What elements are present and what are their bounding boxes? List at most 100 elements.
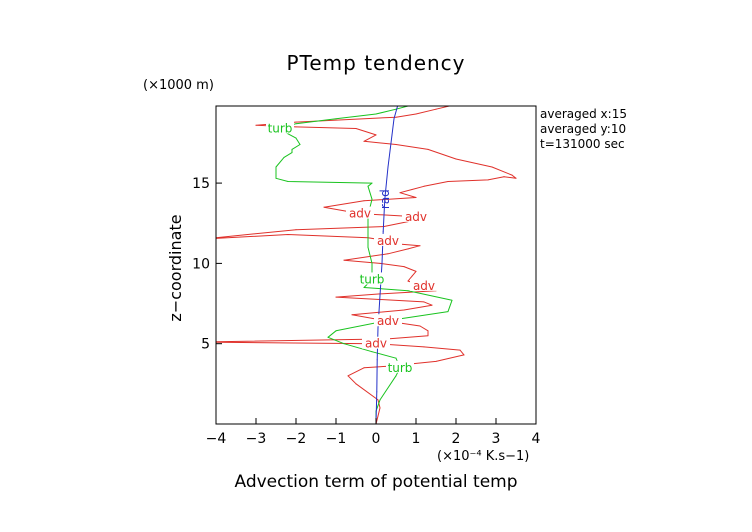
data-point-adv <box>407 280 409 282</box>
y-tick-label: 5 <box>201 337 210 353</box>
data-point-adv <box>415 113 417 115</box>
data-point-adv <box>295 126 297 128</box>
data-point-adv <box>407 248 409 250</box>
annotation-averaged-x: averaged x:15 <box>540 107 627 121</box>
svg-text:rad: rad <box>378 189 392 209</box>
annotation-time: t=131000 sec <box>540 137 625 151</box>
data-point-adv <box>196 342 197 343</box>
svg-text:adv: adv <box>377 234 399 248</box>
data-point-adv <box>491 166 493 168</box>
x-tick-label: −2 <box>286 431 307 447</box>
data-point-turb <box>335 330 337 332</box>
data-point-adv <box>423 346 425 348</box>
data-point-adv <box>419 325 421 327</box>
data-point-adv <box>447 180 449 182</box>
data-point-turb <box>367 230 369 232</box>
curve-label-adv: adv <box>362 336 390 351</box>
data-point-adv <box>427 148 429 150</box>
svg-text:adv: adv <box>405 210 427 224</box>
data-point-adv <box>379 262 381 264</box>
data-point-adv <box>377 399 379 401</box>
data-point-adv <box>431 304 433 306</box>
data-point-rad <box>384 198 386 200</box>
data-point-turb <box>367 185 369 187</box>
x-unit-label: (×10⁻⁴ K.s−1) <box>437 449 529 464</box>
data-point-rad <box>391 134 393 136</box>
data-point-adv <box>200 239 201 240</box>
data-point-adv <box>423 301 425 303</box>
data-point-adv <box>423 185 425 187</box>
x-axis-label: Advection term of potential temp <box>234 472 517 492</box>
curve-label-turb: turb <box>386 360 414 375</box>
data-point-adv <box>403 309 405 311</box>
curve-label-turb: turb <box>266 121 294 135</box>
data-point-adv <box>419 245 421 247</box>
data-point-rad <box>387 166 389 168</box>
svg-text:turb: turb <box>360 272 385 286</box>
data-point-adv <box>411 275 413 277</box>
data-point-turb <box>395 375 397 377</box>
data-point-turb <box>451 299 453 301</box>
svg-text:turb: turb <box>388 361 413 375</box>
series-line-rad <box>375 106 399 424</box>
data-point-adv <box>363 200 365 202</box>
data-point-turb <box>283 156 285 158</box>
data-point-adv <box>255 124 257 126</box>
data-point-adv <box>387 253 389 255</box>
svg-text:turb: turb <box>268 121 293 135</box>
annotation-averaged-y: averaged y:10 <box>540 122 626 136</box>
data-point-adv <box>456 104 457 105</box>
data-point-turb <box>291 152 293 154</box>
chart-title: PTemp tendency <box>286 51 465 75</box>
data-point-rad <box>398 104 399 105</box>
data-point-turb <box>363 286 365 288</box>
data-point-turb <box>447 311 449 313</box>
data-point-turb <box>371 182 373 184</box>
data-point-turb <box>375 113 377 115</box>
data-point-turb <box>287 180 289 182</box>
x-tick-label: −4 <box>206 431 227 447</box>
data-point-adv <box>435 108 437 110</box>
svg-text:adv: adv <box>413 279 435 293</box>
y-tick-label: 15 <box>192 176 210 192</box>
data-point-adv <box>511 174 513 176</box>
data-point-adv <box>395 116 397 118</box>
data-point-adv <box>411 189 413 191</box>
svg-text:adv: adv <box>349 207 371 221</box>
data-point-adv <box>375 134 377 136</box>
data-point-rad <box>393 118 395 120</box>
plot-frame <box>215 105 537 425</box>
data-point-adv <box>435 360 437 362</box>
x-tick-label: 3 <box>492 431 501 447</box>
data-point-turb <box>275 177 277 179</box>
data-point-adv <box>403 266 405 268</box>
x-tick-label: −3 <box>246 431 267 447</box>
series-line-adv <box>216 106 517 424</box>
data-point-adv <box>355 127 357 129</box>
data-point-turb <box>416 104 417 105</box>
data-point-adv <box>363 140 365 142</box>
data-point-adv <box>347 375 349 377</box>
data-point-turb <box>275 166 277 168</box>
data-point-adv <box>455 158 457 160</box>
data-point-adv <box>377 415 379 417</box>
data-point-adv <box>399 192 401 194</box>
data-point-rad <box>376 391 378 393</box>
data-point-turb <box>371 198 373 200</box>
data-point-adv <box>395 144 397 146</box>
data-point-turb <box>379 399 381 401</box>
data-point-turb <box>295 123 297 125</box>
data-point-adv <box>335 296 337 298</box>
data-point-turb <box>407 290 409 292</box>
curve-label-adv: adv <box>374 314 402 328</box>
data-point-turb <box>295 137 297 139</box>
data-point-turb <box>371 351 373 353</box>
data-point-turb <box>371 262 373 264</box>
data-point-turb <box>367 246 369 248</box>
svg-text:adv: adv <box>377 314 399 328</box>
x-tick-label: 2 <box>452 431 461 447</box>
data-point-adv <box>515 177 517 179</box>
data-point-adv <box>503 176 505 178</box>
svg-text:adv: adv <box>365 337 387 351</box>
